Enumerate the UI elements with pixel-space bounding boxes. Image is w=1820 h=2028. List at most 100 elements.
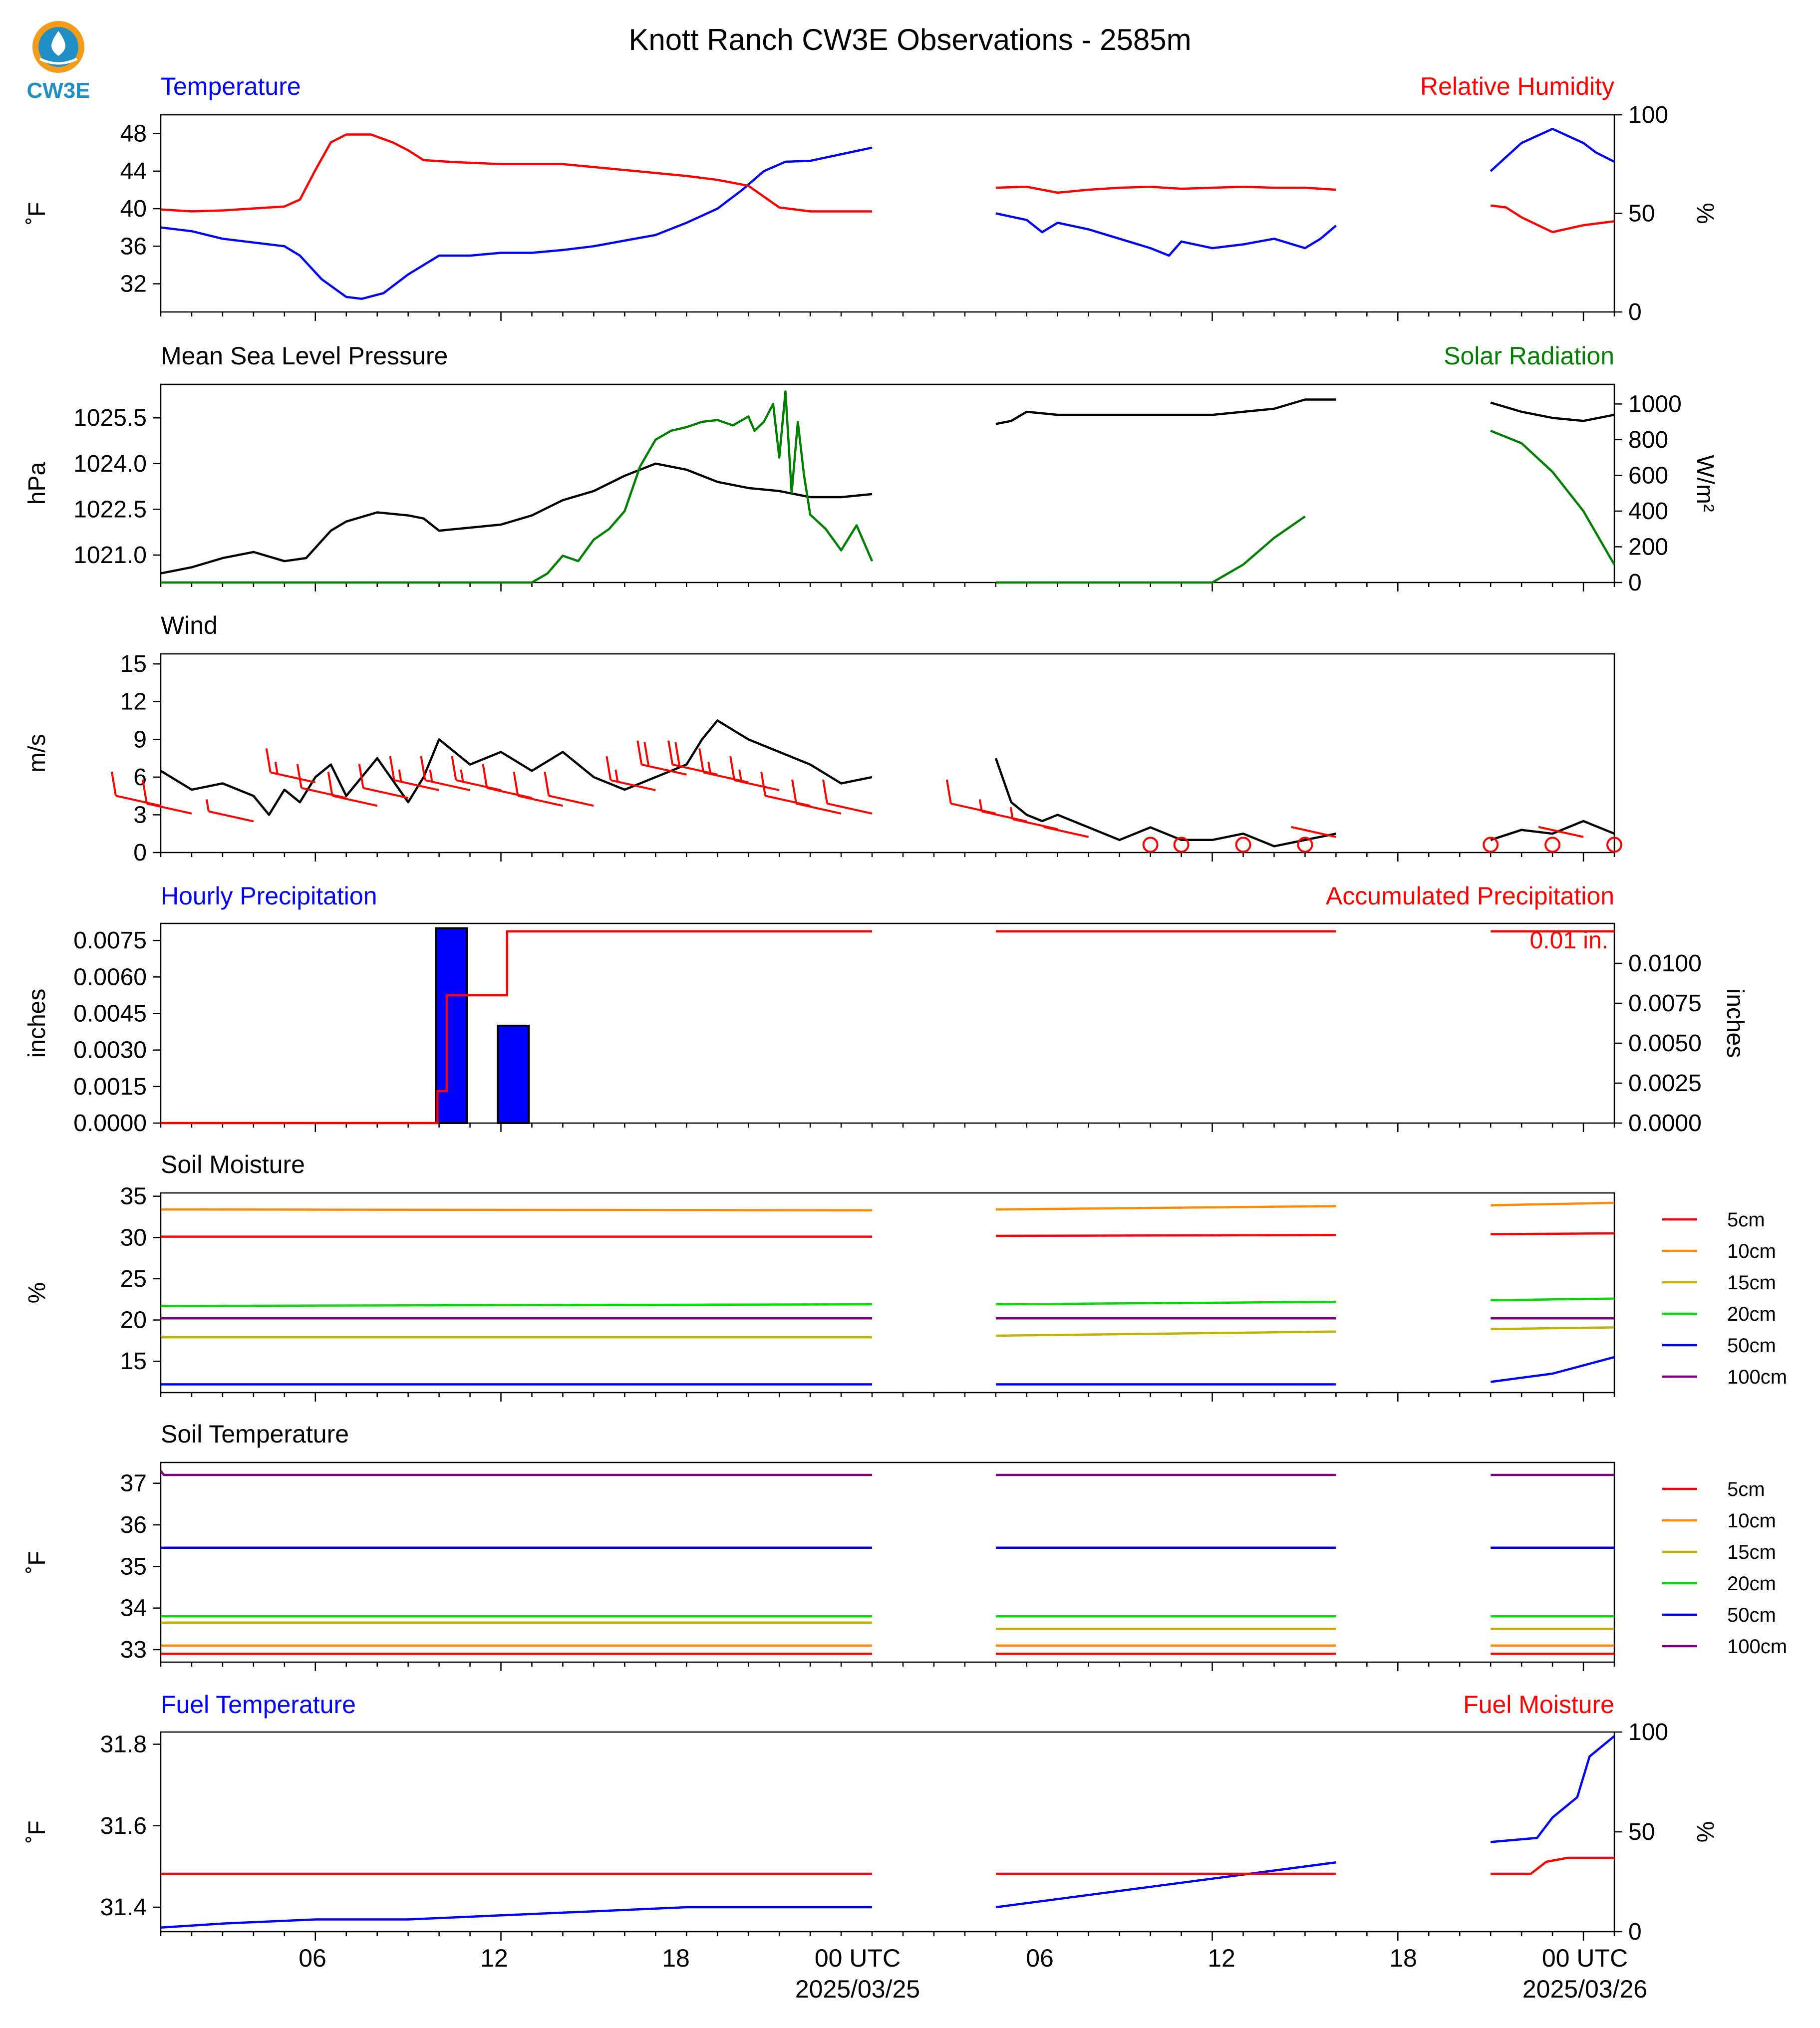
wind-barb-half — [398, 769, 402, 782]
panel-precipitation: Hourly Precipitation Accumulated Precipit… — [24, 882, 1748, 1137]
wind-barb-flag — [265, 748, 272, 773]
series-line-10cm — [160, 1208, 873, 1211]
y-tick-label: 35 — [120, 1553, 147, 1580]
y-tick-label-right: 800 — [1628, 427, 1668, 453]
panel-pressure: Mean Sea Level Pressure Solar Radiation 10… — [24, 342, 1718, 596]
wind-barb-flag — [791, 779, 798, 804]
legend-label: 5cm — [1727, 1209, 1765, 1231]
series-line-mean-sea-level-pressure — [1490, 401, 1615, 422]
plot-frame — [160, 1461, 1615, 1663]
series-line-wind-speed — [1490, 820, 1615, 841]
y-tick-label: 0.0075 — [73, 927, 147, 954]
y-tick-label-right: 400 — [1628, 498, 1668, 525]
y-axis-label-right: % — [1692, 203, 1718, 224]
wind-barb-shaft — [610, 779, 656, 792]
logo-drop-icon — [51, 31, 65, 56]
wind-barb — [729, 756, 780, 792]
wind-barb — [544, 771, 594, 807]
y-tick-label: 0.0015 — [73, 1074, 147, 1100]
y-tick-label: 31.8 — [100, 1731, 147, 1757]
panels: Temperature Relative Humidity 48 44 40 36 32 10… — [24, 72, 1787, 1945]
wind-barb-half — [460, 769, 464, 782]
series-line-wind-speed — [994, 758, 1336, 848]
y-tick-label-right: 0.0050 — [1628, 1030, 1702, 1057]
panel-temperature: Temperature Relative Humidity 48 44 40 36 32 10… — [24, 72, 1718, 325]
y-tick-label: 31.4 — [100, 1894, 147, 1921]
legend-label: 5cm — [1727, 1478, 1765, 1500]
series-line-temperature — [1490, 127, 1615, 172]
y-tick-label-right: 200 — [1628, 534, 1668, 560]
series-line-fuel-temperature — [1491, 1735, 1615, 1843]
y-tick-label-right: 50 — [1628, 1819, 1655, 1845]
wind-barb-shaft — [518, 795, 563, 807]
y-tick-label: 9 — [133, 726, 147, 753]
series-line-fuel-temperature — [995, 1861, 1336, 1909]
plot-frame — [160, 1731, 1615, 1933]
precip-bar — [435, 927, 468, 1124]
wind-barb-shaft — [734, 779, 780, 792]
series-line-100cm — [160, 1470, 872, 1476]
y-tick-label: 0.0000 — [73, 1110, 147, 1137]
legend-label: 50cm — [1727, 1335, 1776, 1357]
wind-barb-shaft — [394, 779, 440, 792]
series-line-50cm — [1490, 1356, 1615, 1383]
series-line-temperature — [995, 212, 1337, 257]
y-axis-label: ˚F — [24, 1551, 50, 1573]
y-tick-label: 12 — [120, 689, 147, 715]
y-tick-label: 25 — [120, 1266, 147, 1292]
plot-frame — [160, 114, 1615, 313]
panel-title-left: Mean Sea Level Pressure — [161, 342, 448, 370]
y-tick-label-right: 50 — [1628, 201, 1655, 227]
y-tick-label-right: 100 — [1628, 102, 1668, 128]
wind-barb — [482, 764, 532, 799]
series-line-15cm — [995, 1330, 1336, 1337]
y-axis-label: hPa — [24, 462, 50, 505]
series-line-solar-radiation — [1490, 429, 1615, 566]
wind-barb-flag — [760, 771, 767, 796]
panel-title-right: Accumulated Precipitation — [1326, 882, 1614, 910]
y-tick-label: 1025.5 — [73, 405, 147, 431]
cw3e-logo: CW3E — [26, 21, 90, 103]
series-line-solar-radiation — [995, 515, 1306, 584]
panel-title-right: Relative Humidity — [1420, 72, 1614, 100]
wind-barb-flag — [389, 756, 395, 781]
wind-barb-calm — [1173, 837, 1190, 853]
wind-barb — [327, 771, 378, 807]
y-axis-label: ˚F — [24, 1820, 50, 1843]
figure-title: Knott Ranch CW3E Observations - 2585m — [628, 23, 1191, 56]
wind-barb-flag — [420, 756, 426, 781]
legend-label: 15cm — [1727, 1541, 1776, 1563]
wind-barb-half — [738, 769, 743, 782]
wind-barb — [205, 799, 254, 823]
precip-bar — [497, 1024, 530, 1124]
y-axis-label: m/s — [24, 734, 50, 772]
wind-barb-calm — [1544, 837, 1561, 853]
series-line-relative-humidity — [160, 133, 872, 213]
wind-barb-flag — [296, 764, 303, 789]
panel-soil_temperature: Soil Temperature 37 36 35 34 33 ˚F 5cm 10cm 15cm 2… — [24, 1420, 1787, 1671]
panel-title-right: Fuel Moisture — [1463, 1691, 1614, 1719]
wind-barb-shaft — [1538, 826, 1584, 838]
wind-barb-shaft — [548, 795, 594, 807]
y-tick-label: 32 — [120, 271, 147, 297]
series-line-accumulated-precipitation — [161, 930, 872, 1125]
y-tick-label: 20 — [120, 1307, 147, 1334]
wind-barb-flag — [513, 771, 519, 796]
y-tick-label-right: 0 — [1628, 299, 1642, 325]
wind-barb-flag — [822, 779, 828, 804]
y-tick-label: 15 — [120, 1348, 147, 1375]
wind-barb — [358, 764, 409, 799]
wind-barb-flag — [358, 764, 364, 789]
wind-barb — [420, 756, 471, 792]
wind-barb-half — [429, 769, 433, 782]
x-tick-date-label: 2025/03/25 — [795, 1975, 920, 2003]
legend-label: 100cm — [1727, 1636, 1787, 1658]
legend-label: 15cm — [1727, 1272, 1776, 1294]
wind-barb-half — [1009, 807, 1014, 820]
x-tick-label: 06 — [299, 1944, 326, 1972]
y-tick-label-right: 0 — [1628, 1919, 1642, 1945]
plot-frame — [160, 922, 1615, 1124]
wind-barb — [636, 740, 687, 776]
